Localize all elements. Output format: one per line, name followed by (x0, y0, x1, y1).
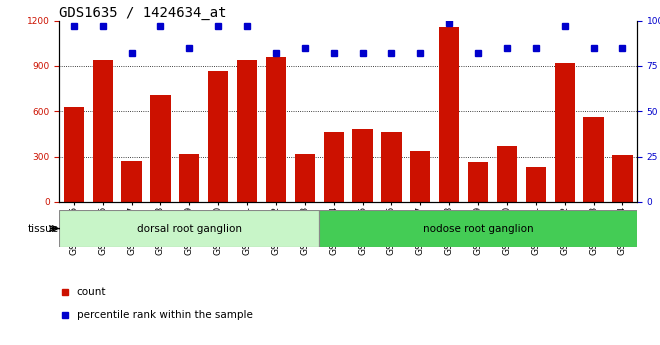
Bar (583, 117, 604, 202)
Text: nodose root ganglion: nodose root ganglion (423, 224, 533, 234)
Bar (612, 155, 632, 202)
Bar (121, 161, 142, 202)
Bar (295, 154, 315, 202)
Text: tissue: tissue (28, 224, 59, 234)
Bar (526, 167, 546, 202)
Bar (266, 57, 286, 202)
Bar (381, 132, 401, 202)
Bar (64, 107, 84, 202)
Text: GDS1635 / 1424634_at: GDS1635 / 1424634_at (59, 6, 227, 20)
Bar (237, 60, 257, 202)
Bar (319, 210, 637, 247)
Bar (150, 95, 170, 202)
Text: dorsal root ganglion: dorsal root ganglion (137, 224, 242, 234)
Bar (92, 60, 113, 202)
Bar (439, 27, 459, 202)
Bar (554, 63, 575, 202)
Bar (59, 210, 319, 247)
Bar (468, 162, 488, 202)
Text: percentile rank within the sample: percentile rank within the sample (77, 310, 253, 320)
Bar (497, 146, 517, 202)
Bar (180, 154, 199, 202)
Text: count: count (77, 287, 106, 297)
Bar (208, 70, 228, 202)
Bar (411, 150, 430, 202)
Bar (352, 129, 373, 202)
Bar (323, 132, 344, 202)
